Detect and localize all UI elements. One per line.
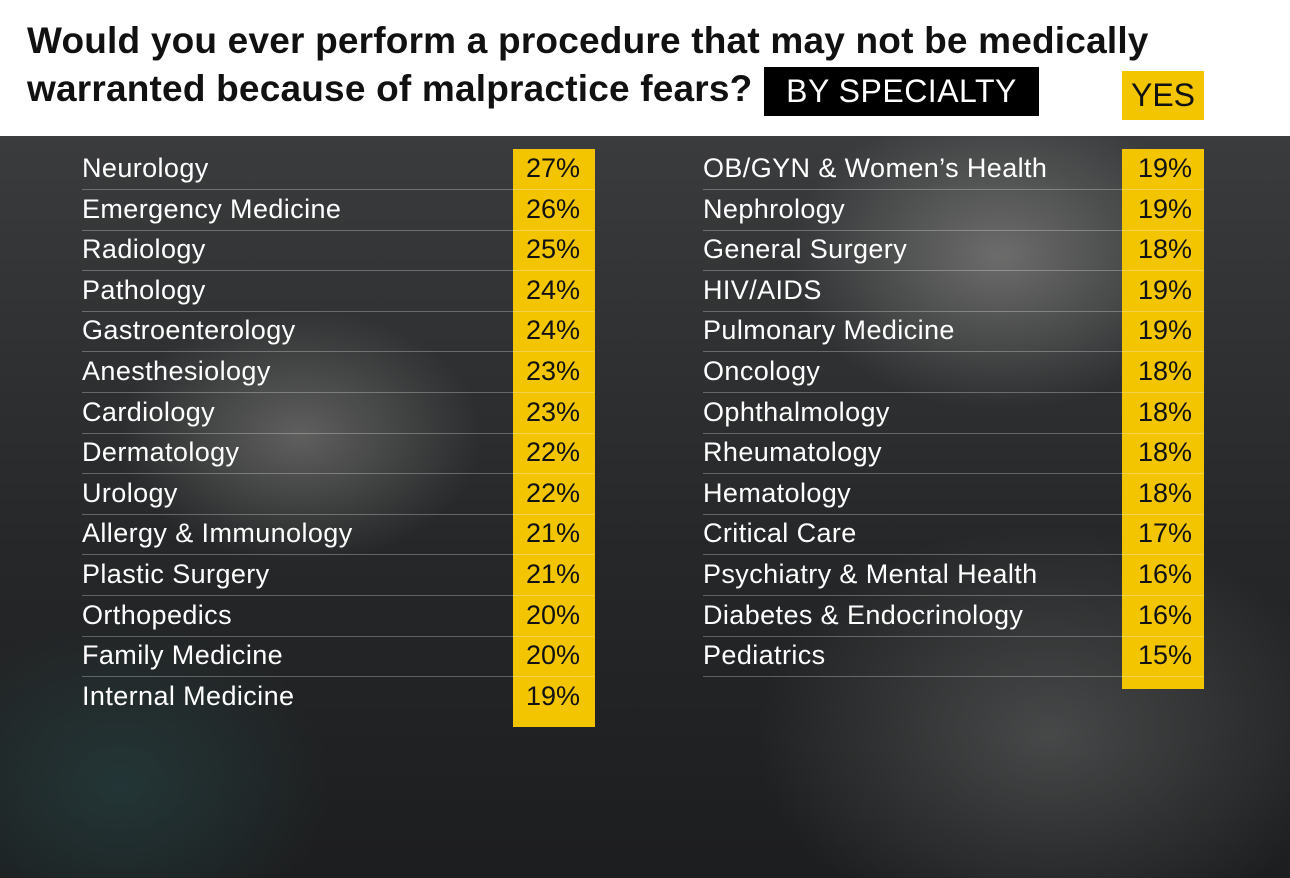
- yes-percent-value: 18%: [1138, 437, 1193, 468]
- specialty-label: OB/GYN & Women’s Health: [703, 153, 1048, 183]
- yes-percent-value: 18%: [1138, 396, 1193, 427]
- specialty-label: Critical Care: [703, 518, 857, 549]
- table-row: Internal Medicine 19%: [82, 677, 594, 717]
- yes-percent-value: 22%: [526, 437, 581, 468]
- yes-percent-value: 21%: [526, 559, 581, 589]
- table-row: Diabetes & Endocrinology 16%: [703, 596, 1204, 637]
- table-row: Hematology 18%: [703, 474, 1204, 515]
- table-row: HIV/AIDS 19%: [703, 271, 1204, 312]
- specialty-label: Internal Medicine: [82, 680, 295, 711]
- specialty-label: Plastic Surgery: [82, 559, 270, 589]
- header: Would you ever perform a procedure that …: [0, 0, 1290, 136]
- yes-percent-value: 23%: [526, 396, 581, 427]
- yes-column-right: [1122, 149, 1204, 689]
- specialty-label: Psychiatry & Mental Health: [703, 559, 1038, 589]
- specialty-label: Cardiology: [82, 396, 216, 427]
- background-photo: [0, 136, 1290, 878]
- by-specialty-tag: BY SPECIALTY: [764, 67, 1039, 116]
- table-row: Plastic Surgery 21%: [82, 555, 594, 596]
- table-row: Orthopedics 20%: [82, 596, 594, 637]
- yes-column-header: YES: [1122, 71, 1204, 120]
- table-row: Pediatrics 15%: [703, 636, 1204, 678]
- specialty-label: Oncology: [703, 356, 821, 386]
- table-row: General Surgery 18%: [703, 230, 1204, 272]
- table-row: Allergy & Immunology 21%: [82, 514, 594, 556]
- specialty-label: HIV/AIDS: [703, 274, 822, 305]
- table-row: Gastroenterology 24%: [82, 311, 594, 353]
- table-row: Rheumatology 18%: [703, 433, 1204, 475]
- table-row: OB/GYN & Women’s Health 19%: [703, 149, 1204, 190]
- photo-dim-overlay: [0, 136, 1290, 878]
- table-row: Pulmonary Medicine 19%: [703, 311, 1204, 353]
- specialty-label: Nephrology: [703, 193, 846, 224]
- specialty-label: Pathology: [82, 274, 206, 305]
- specialty-label: Pulmonary Medicine: [703, 315, 955, 346]
- table-row: Critical Care 17%: [703, 514, 1204, 556]
- yes-percent-value: 19%: [1138, 153, 1193, 183]
- specialty-label: General Surgery: [703, 234, 908, 265]
- yes-percent-value: 23%: [526, 356, 581, 386]
- table-row: Ophthalmology 18%: [703, 393, 1204, 434]
- table-row: Anesthesiology 23%: [82, 352, 594, 393]
- specialty-label: Gastroenterology: [82, 315, 296, 346]
- specialty-label: Radiology: [82, 234, 206, 265]
- title-line-1: Would you ever perform a procedure that …: [27, 20, 1149, 61]
- yes-column-left: [513, 149, 595, 727]
- yes-percent-value: 25%: [526, 234, 581, 265]
- yes-percent-value: 24%: [526, 274, 581, 305]
- yes-percent-value: 24%: [526, 315, 581, 346]
- table-row: Emergency Medicine 26%: [82, 190, 594, 231]
- yes-percent-value: 22%: [526, 477, 581, 508]
- yes-percent-value: 21%: [526, 518, 581, 549]
- yes-percent-value: 26%: [526, 193, 581, 224]
- yes-percent-value: 17%: [1138, 518, 1193, 549]
- specialty-label: Hematology: [703, 477, 852, 508]
- specialty-label: Ophthalmology: [703, 396, 890, 427]
- title-line-2: warranted because of malpractice fears?: [27, 68, 753, 109]
- specialty-label: Neurology: [82, 153, 209, 183]
- specialty-label: Rheumatology: [703, 437, 882, 468]
- yes-percent-value: 20%: [526, 640, 581, 671]
- yes-percent-value: 16%: [1138, 599, 1193, 630]
- yes-percent-value: 19%: [1138, 193, 1193, 224]
- yes-percent-value: 15%: [1138, 640, 1193, 671]
- specialty-label: Emergency Medicine: [82, 193, 342, 224]
- yes-percent-value: 18%: [1138, 234, 1193, 265]
- yes-percent-value: 19%: [526, 680, 581, 711]
- table-row: Family Medicine 20%: [82, 636, 594, 678]
- specialty-label: Anesthesiology: [82, 356, 271, 386]
- specialty-label: Pediatrics: [703, 640, 826, 671]
- yes-percent-value: 16%: [1138, 559, 1193, 589]
- specialty-label: Diabetes & Endocrinology: [703, 599, 1024, 630]
- table-row: Cardiology 23%: [82, 393, 594, 434]
- specialty-label: Family Medicine: [82, 640, 284, 671]
- yes-percent-value: 20%: [526, 599, 581, 630]
- table-row: Psychiatry & Mental Health 16%: [703, 555, 1204, 596]
- table-row: Radiology 25%: [82, 230, 594, 272]
- table-row: Oncology 18%: [703, 352, 1204, 393]
- table-row: Dermatology 22%: [82, 433, 594, 475]
- specialty-label: Orthopedics: [82, 599, 232, 630]
- specialty-label: Dermatology: [82, 437, 240, 468]
- table-row: Nephrology 19%: [703, 190, 1204, 231]
- yes-percent-value: 18%: [1138, 356, 1193, 386]
- yes-percent-value: 18%: [1138, 477, 1193, 508]
- yes-percent-value: 27%: [526, 153, 581, 183]
- yes-percent-value: 19%: [1138, 315, 1193, 346]
- specialty-label: Urology: [82, 477, 178, 508]
- specialty-label: Allergy & Immunology: [82, 518, 353, 549]
- table-row: Neurology 27%: [82, 149, 594, 190]
- yes-percent-value: 19%: [1138, 274, 1193, 305]
- table-row: Urology 22%: [82, 474, 594, 515]
- table-row: Pathology 24%: [82, 271, 594, 312]
